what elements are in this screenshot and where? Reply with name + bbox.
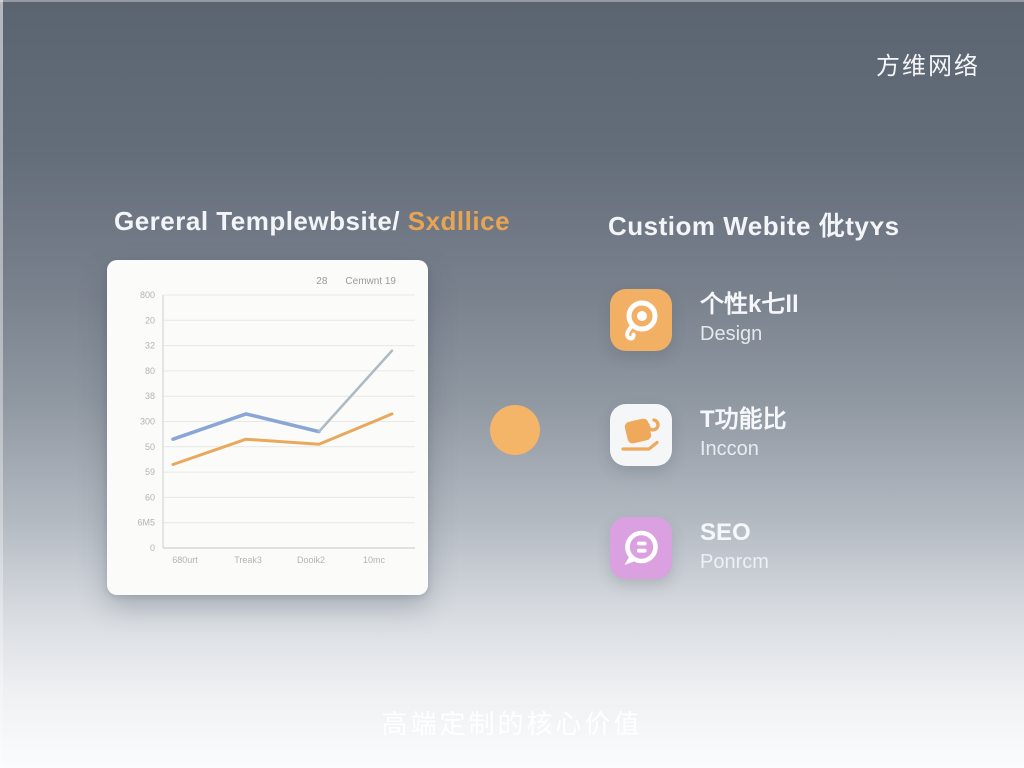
svg-text:Treak3: Treak3 — [234, 555, 262, 565]
seo-comment-icon — [610, 517, 672, 579]
feature-text: SEO Ponrcm — [672, 517, 769, 574]
feature-item-design: 个性k七ll Design — [610, 289, 799, 351]
top-edge-highlight — [0, 0, 1024, 2]
bottom-caption: 高端定制的核心价值 — [381, 709, 643, 739]
feature-subtitle: Ponrcm — [700, 550, 769, 573]
svg-text:300: 300 — [140, 417, 155, 427]
svg-text:80: 80 — [145, 366, 155, 376]
line-chart: 800 20 32 80 38 300 50 59 60 6M5 0 680urt Treak3 Dooi… — [137, 290, 415, 565]
svg-text:50: 50 — [145, 442, 155, 452]
svg-text:Dooik2: Dooik2 — [297, 555, 325, 565]
chart-card: 28 Cemwnt 19 800 20 32 80 38 300 50 59 60 6M5 0 680… — [107, 260, 428, 595]
left-heading-accent: Sxdllice — [407, 206, 511, 236]
feature-text: 个性k七ll Design — [672, 289, 799, 346]
svg-text:32: 32 — [145, 341, 155, 351]
chart-legend: 28 Cemwnt 19 — [316, 276, 396, 287]
feature-item-seo: SEO Ponrcm — [610, 517, 769, 579]
feature-title: T功能比 — [700, 406, 787, 433]
feature-title: 个性k七ll — [700, 291, 799, 318]
svg-text:680urt: 680urt — [172, 555, 198, 565]
left-heading-main: Gereral Templewbsite/ — [114, 206, 408, 236]
svg-text:20: 20 — [145, 315, 155, 325]
svg-text:10mc: 10mc — [363, 555, 386, 565]
right-section-heading: Custiom Webite 仳tyʏs — [608, 211, 900, 241]
svg-text:6M5: 6M5 — [137, 518, 155, 528]
feature-text: T功能比 Inccon — [672, 404, 787, 461]
feature-subtitle: Design — [700, 322, 763, 345]
svg-text:60: 60 — [145, 492, 155, 502]
svg-text:800: 800 — [140, 290, 155, 300]
legend-entry-1: 28 — [316, 276, 328, 287]
svg-text:0: 0 — [150, 543, 155, 553]
feature-item-function: T功能比 Inccon — [610, 404, 787, 466]
feature-title: SEO — [700, 519, 751, 546]
feature-subtitle: Inccon — [700, 437, 759, 460]
svg-text:59: 59 — [145, 467, 155, 477]
feature-bag-icon — [610, 404, 672, 466]
brand-logo-text: 方维网络 — [876, 53, 980, 80]
svg-text:38: 38 — [145, 391, 155, 401]
legend-entry-2: Cemwnt 19 — [345, 276, 396, 287]
divider-dot — [490, 405, 540, 455]
left-section-heading: Gereral Templewbsite/ Sxdllice — [114, 206, 510, 237]
personalized-design-eye-icon — [610, 289, 672, 351]
left-edge-highlight — [0, 0, 3, 768]
